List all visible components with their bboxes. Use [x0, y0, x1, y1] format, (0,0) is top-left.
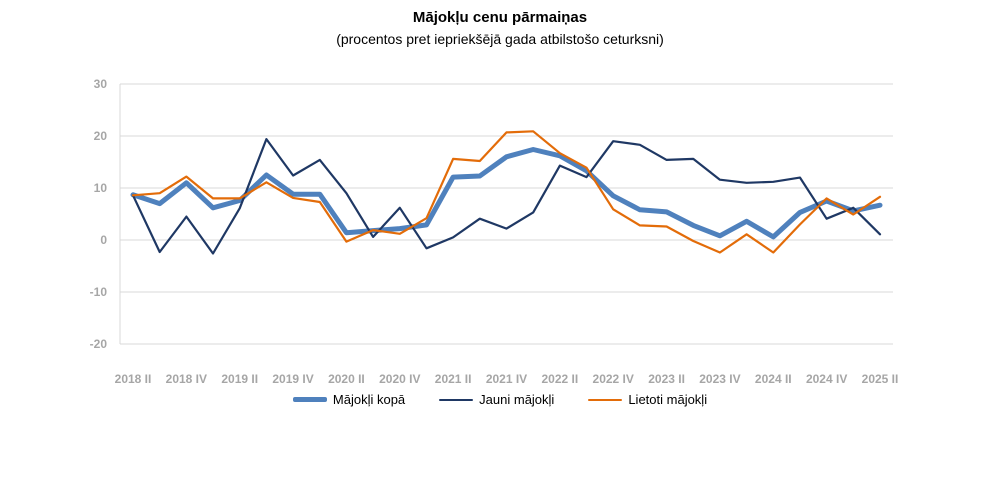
legend-label-jauni-majokli: Jauni mājokļi — [479, 392, 555, 407]
x-tick-label: 2022 IV — [593, 372, 634, 386]
x-axis-ticks: 2018 II 2018 IV 2019 II 2019 IV 2020 II 2020 … — [115, 372, 899, 386]
gridlines — [119, 83, 893, 345]
legend-swatch-majokli-kopa — [292, 397, 327, 402]
series-lines — [130, 130, 883, 255]
x-tick-label: 2024 II — [755, 372, 792, 386]
chart-title: Mājokļu cenu pārmaiņas — [412, 9, 588, 26]
x-tick-label: 2019 IV — [272, 372, 313, 386]
x-tick-label: 2020 II — [328, 372, 365, 386]
x-tick-label: 2020 IV — [379, 372, 420, 386]
y-tick-label: -10 — [90, 285, 108, 299]
legend-swatch-lietoti-majokli — [588, 398, 623, 401]
legend: Mājokļi kopā Jauni mājokļi Lietoti mājok… — [0, 392, 1000, 407]
y-tick-label: 20 — [94, 129, 108, 143]
x-tick-label: 2024 IV — [806, 372, 847, 386]
legend-item-jauni-majokli: Jauni mājokļi — [439, 392, 554, 407]
series-line-0 — [130, 147, 883, 240]
legend-swatch-jauni-majokli — [439, 398, 474, 401]
legend-label-lietoti-majokli: Lietoti mājokļi — [628, 392, 708, 407]
x-tick-label: 2023 IV — [699, 372, 740, 386]
legend-item-majokli-kopa: Mājokļi kopā — [292, 392, 406, 407]
y-tick-label: -20 — [90, 337, 108, 351]
x-tick-label: 2019 II — [221, 372, 258, 386]
x-tick-label: 2021 IV — [486, 372, 527, 386]
y-tick-label: 10 — [94, 181, 108, 195]
y-tick-label: 0 — [100, 233, 107, 247]
chart-subtitle: (procentos pret iepriekšējā gada atbilst… — [336, 31, 664, 47]
x-tick-label: 2018 II — [115, 372, 152, 386]
legend-label-majokli-kopa: Mājokļi kopā — [332, 392, 406, 407]
x-tick-label: 2021 II — [435, 372, 472, 386]
series-line-2 — [131, 130, 882, 254]
x-tick-label: 2018 IV — [166, 372, 207, 386]
y-tick-label: 30 — [94, 77, 108, 91]
series-line-1 — [131, 138, 882, 255]
x-tick-label: 2022 II — [542, 372, 579, 386]
x-tick-label: 2023 II — [648, 372, 685, 386]
x-tick-label: 2025 II — [862, 372, 899, 386]
legend-item-lietoti-majokli: Lietoti mājokļi — [588, 392, 707, 407]
y-axis-ticks: 30 20 10 0 -10 -20 — [90, 77, 108, 351]
